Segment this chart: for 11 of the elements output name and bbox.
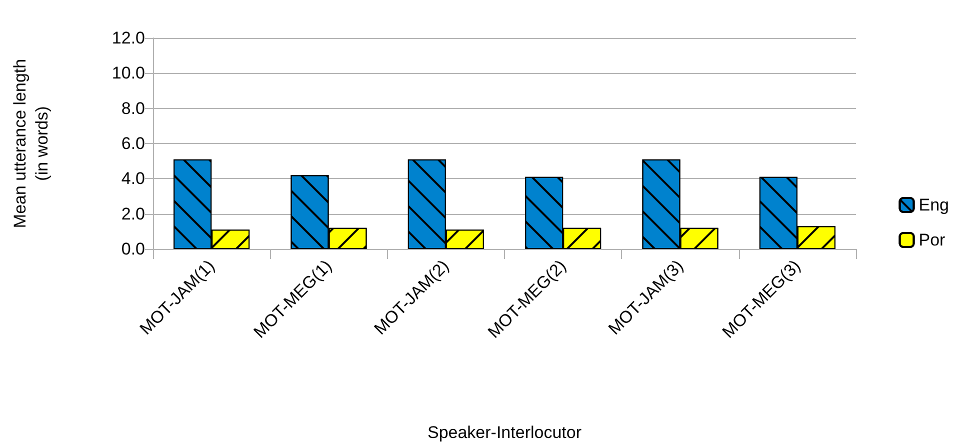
legend-label: Por — [918, 230, 946, 250]
y-tick-label: 12.0 — [112, 28, 145, 48]
y-tick-label: 6.0 — [121, 134, 145, 153]
x-axis-title: Speaker-Interlocutor — [427, 423, 582, 442]
y-tick-label: 8.0 — [121, 98, 145, 118]
y-axis-title: Mean utterance length (in words) — [10, 58, 52, 228]
legend-label: Eng — [918, 196, 949, 214]
y-tick-label: 4.0 — [121, 169, 145, 188]
y-tick-label: 0.0 — [121, 240, 145, 258]
y-tick-label: 10.0 — [112, 64, 145, 83]
y-tick-label: 2.0 — [121, 204, 145, 224]
